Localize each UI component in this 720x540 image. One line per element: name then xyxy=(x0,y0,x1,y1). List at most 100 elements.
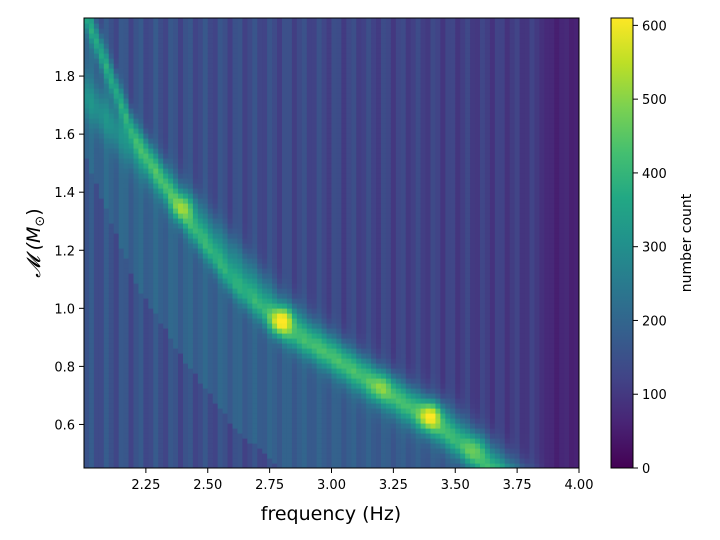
heatmap-cell xyxy=(306,48,313,54)
heatmap-cell xyxy=(143,373,149,379)
heatmap-cell xyxy=(351,183,357,189)
heatmap-cell xyxy=(93,118,100,124)
heatmap-cell xyxy=(108,383,115,389)
heatmap-cell xyxy=(207,373,214,379)
heatmap-cell xyxy=(163,73,169,79)
heatmap-cell xyxy=(88,283,95,289)
heatmap-cell xyxy=(212,403,219,409)
heatmap-cell xyxy=(232,63,239,69)
heatmap-cell xyxy=(232,378,239,384)
heatmap-cell xyxy=(88,253,95,259)
heatmap-cell xyxy=(103,408,110,414)
heatmap-cell xyxy=(212,178,219,184)
heatmap-cell xyxy=(178,438,184,444)
heatmap-cell xyxy=(148,313,154,319)
heatmap-cell xyxy=(282,423,288,429)
heatmap-cell xyxy=(331,163,338,169)
heatmap-cell xyxy=(108,213,115,219)
heatmap-cell xyxy=(267,203,273,209)
heatmap-cell xyxy=(262,343,268,349)
heatmap-cell xyxy=(88,338,95,344)
heatmap-cell xyxy=(93,423,100,429)
heatmap-cell xyxy=(143,308,149,314)
heatmap-cell xyxy=(306,88,313,94)
heatmap-cell xyxy=(143,333,149,339)
heatmap-cell xyxy=(291,173,298,179)
heatmap-cell xyxy=(108,353,115,359)
heatmap-cell xyxy=(192,183,199,189)
heatmap-cell xyxy=(267,393,273,399)
heatmap-cell xyxy=(153,383,159,389)
heatmap-cell xyxy=(108,183,115,189)
heatmap-cell xyxy=(247,313,253,319)
heatmap-cell xyxy=(336,348,342,354)
heatmap-cell xyxy=(212,278,219,284)
heatmap-cell xyxy=(202,433,209,439)
heatmap-cell xyxy=(316,343,323,349)
heatmap-cell xyxy=(98,283,105,289)
heatmap-cell xyxy=(118,223,125,229)
heatmap-cell xyxy=(351,143,357,149)
heatmap-cell xyxy=(306,403,313,409)
heatmap-cell xyxy=(341,23,347,29)
heatmap-cell xyxy=(168,358,174,364)
heatmap-cell xyxy=(192,83,199,89)
heatmap-cell xyxy=(173,193,179,199)
heatmap-cell xyxy=(262,38,268,44)
heatmap-cell xyxy=(192,238,199,244)
heatmap-cell xyxy=(286,383,293,389)
heatmap-cell xyxy=(143,218,149,224)
heatmap-cell xyxy=(301,353,308,359)
heatmap-cell xyxy=(321,98,328,104)
heatmap-cell xyxy=(242,138,248,144)
heatmap-cell xyxy=(183,338,189,344)
heatmap-cell xyxy=(237,198,243,204)
heatmap-cell xyxy=(168,428,174,434)
heatmap-cell xyxy=(222,33,229,39)
heatmap-cell xyxy=(128,313,135,319)
heatmap-cell xyxy=(128,28,135,34)
heatmap-cell xyxy=(306,168,313,174)
heatmap-cell xyxy=(272,438,278,444)
heatmap-cell xyxy=(128,113,135,119)
heatmap-cell xyxy=(88,218,95,224)
heatmap-cell xyxy=(227,63,234,69)
heatmap-cell xyxy=(118,278,125,284)
heatmap-cell xyxy=(212,333,219,339)
heatmap-cell xyxy=(103,278,110,284)
heatmap-cell xyxy=(98,168,105,174)
heatmap-cell xyxy=(143,273,149,279)
heatmap-cell xyxy=(103,158,110,164)
heatmap-cell xyxy=(183,93,189,99)
heatmap-cell xyxy=(237,293,243,299)
heatmap-cell xyxy=(331,93,338,99)
heatmap-cell xyxy=(123,303,130,309)
heatmap-cell xyxy=(168,388,174,394)
heatmap-cell xyxy=(286,243,293,249)
heatmap-cell xyxy=(133,368,140,374)
heatmap-cell xyxy=(356,308,362,314)
heatmap-cell xyxy=(296,98,303,104)
heatmap-cell xyxy=(252,208,258,214)
heatmap-cell xyxy=(306,103,313,109)
heatmap-cell xyxy=(173,173,179,179)
heatmap-cell xyxy=(267,18,273,24)
heatmap-cell xyxy=(341,63,347,69)
heatmap-cell xyxy=(331,173,338,179)
heatmap-cell xyxy=(222,438,229,444)
heatmap-cell xyxy=(351,368,357,374)
heatmap-cell xyxy=(306,198,313,204)
heatmap-cell xyxy=(103,238,110,244)
heatmap-cell xyxy=(103,358,110,364)
heatmap-cell xyxy=(123,433,130,439)
heatmap-cell xyxy=(331,53,338,59)
heatmap-cell xyxy=(306,183,313,189)
heatmap-cell xyxy=(98,263,105,269)
heatmap-cell xyxy=(311,158,318,164)
heatmap-cell xyxy=(282,303,288,309)
heatmap-cell xyxy=(148,128,154,134)
heatmap-cell xyxy=(143,463,149,468)
heatmap-cell xyxy=(84,143,90,149)
heatmap-cell xyxy=(108,413,115,419)
heatmap-cell xyxy=(168,58,174,64)
